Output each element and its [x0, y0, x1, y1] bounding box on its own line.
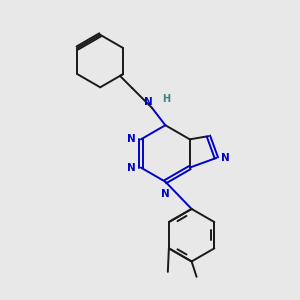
- Text: N: N: [127, 134, 136, 144]
- Text: N: N: [144, 97, 153, 107]
- Text: H: H: [162, 94, 170, 104]
- Text: N: N: [161, 189, 170, 199]
- Text: N: N: [127, 163, 136, 172]
- Text: N: N: [221, 153, 230, 163]
